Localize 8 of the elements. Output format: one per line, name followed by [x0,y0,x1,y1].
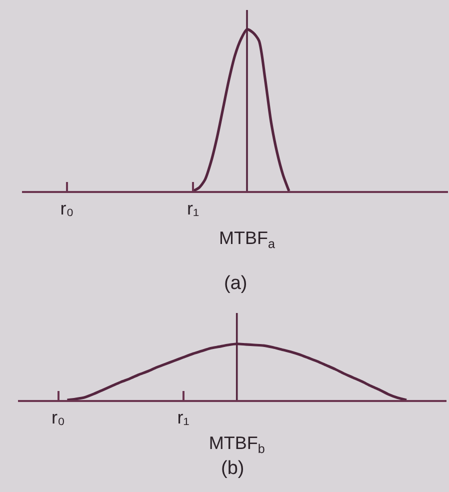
text: (b) [221,458,244,479]
text: (a) [224,273,248,294]
x-tick-label: r₁ [186,198,200,218]
x-tick-label: MTBF$_{a}$ [218,228,276,251]
x-tick-label: MTBF$_{b}$ [208,433,265,456]
x-tick-label: r₀ [60,198,74,218]
x-tick-label: r₀ [52,408,66,428]
x-tick-label: r₁ [177,408,190,428]
